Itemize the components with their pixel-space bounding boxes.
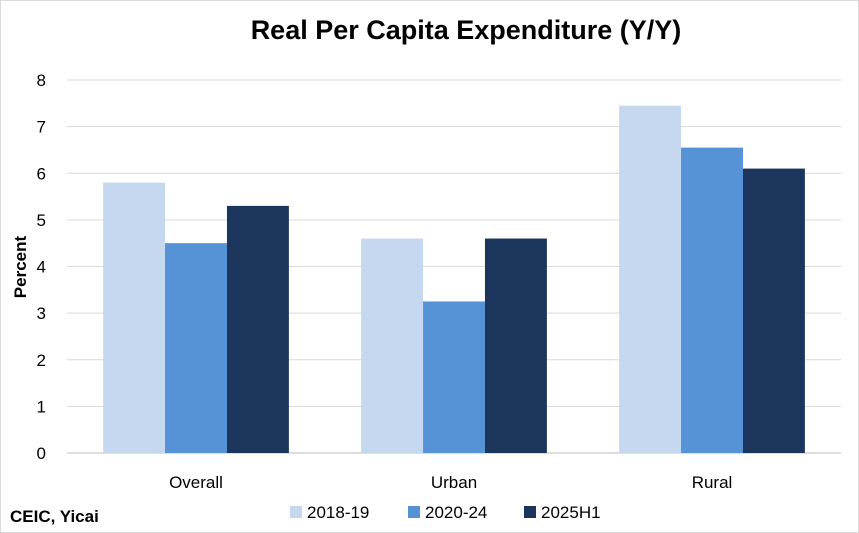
- y-tick-label: 8: [37, 71, 46, 90]
- y-tick-label: 3: [37, 304, 46, 323]
- x-tick-label: Rural: [692, 473, 733, 492]
- y-tick-label: 6: [37, 164, 46, 183]
- source-note: CEIC, Yicai: [10, 507, 99, 526]
- y-tick-label: 5: [37, 211, 46, 230]
- bar-2020-24-urban: [423, 301, 485, 453]
- y-tick-label: 0: [37, 444, 46, 463]
- bar-2018-19-urban: [361, 238, 424, 453]
- bar-2025h1-overall: [226, 205, 289, 453]
- bar-2025h1-rural: [742, 168, 805, 453]
- y-axis-title: Percent: [11, 235, 30, 298]
- bars: [103, 105, 805, 454]
- y-tick-label: 1: [37, 397, 46, 416]
- legend-swatch: [524, 506, 536, 518]
- bar-2020-24-overall: [165, 243, 227, 453]
- legend-label: 2025H1: [541, 503, 601, 522]
- legend-label: 2018-19: [307, 503, 369, 522]
- bar-2025h1-urban: [484, 238, 547, 453]
- legend-swatch: [290, 506, 302, 518]
- bar-2018-19-rural: [619, 105, 682, 454]
- bar-2018-19-overall: [103, 182, 166, 453]
- legend: 2018-19 2020-24 2025H1: [290, 503, 601, 522]
- legend-swatch: [408, 506, 420, 518]
- x-tick-label: Overall: [169, 473, 223, 492]
- chart-title: Real Per Capita Expenditure (Y/Y): [251, 15, 682, 45]
- x-axis-ticks: Overall Urban Rural: [169, 473, 732, 492]
- x-tick-label: Urban: [431, 473, 477, 492]
- y-tick-label: 4: [37, 258, 46, 277]
- y-tick-label: 2: [37, 351, 46, 370]
- y-axis-ticks: 0 1 2 3 4 5 6 7 8: [37, 71, 46, 463]
- y-tick-label: 7: [37, 118, 46, 137]
- legend-label: 2020-24: [425, 503, 487, 522]
- bar-2020-24-rural: [681, 147, 743, 453]
